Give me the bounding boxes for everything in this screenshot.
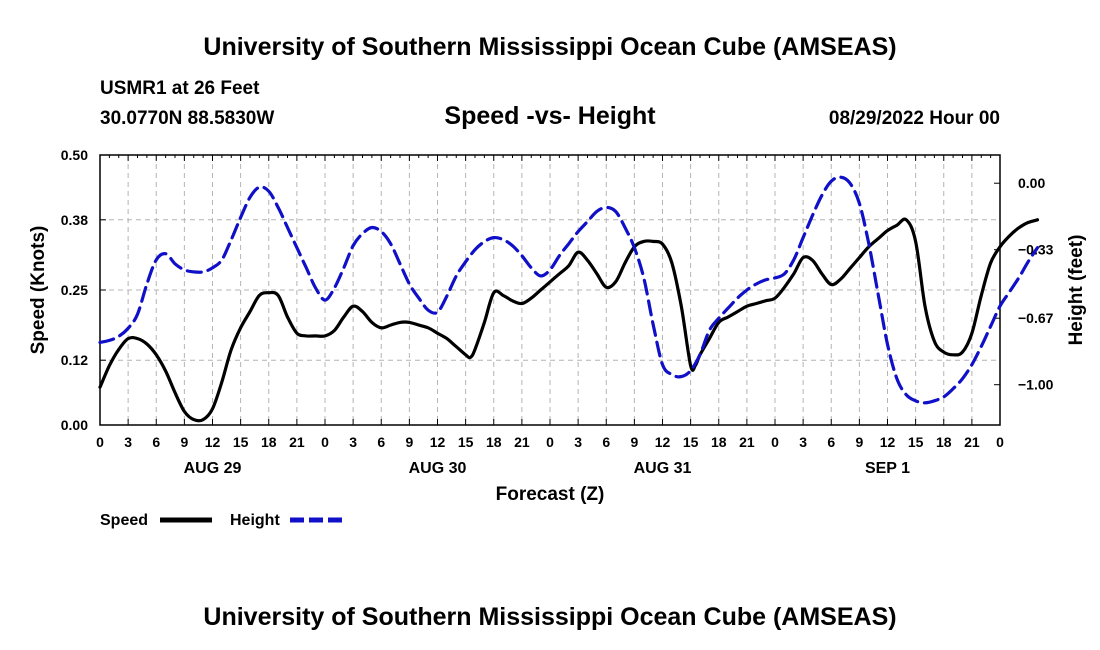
legend-height-label: Height: [230, 512, 280, 529]
x-tick-label: 18: [936, 434, 952, 450]
x-tick-label: 0: [96, 434, 104, 450]
y-axis-right: 0.00−0.33−0.67−1.00: [994, 175, 1054, 393]
x-tick-label: 3: [799, 434, 807, 450]
chart-title: Speed -vs- Height: [444, 102, 656, 130]
x-axis-label: Forecast (Z): [496, 484, 605, 505]
y-axis-right-label: Height (feet): [1066, 235, 1087, 346]
x-tick-label: 18: [261, 434, 277, 450]
x-tick-label: 21: [964, 434, 980, 450]
x-tick-label: 0: [771, 434, 779, 450]
y-left-tick-label: 0.38: [61, 212, 88, 228]
y-left-tick-label: 0.50: [61, 147, 88, 163]
x-tick-label: 21: [514, 434, 530, 450]
x-tick-label: 15: [908, 434, 924, 450]
x-tick-label: 12: [880, 434, 896, 450]
y-right-tick-label: −0.67: [1018, 310, 1054, 326]
x-tick-label: 3: [349, 434, 357, 450]
x-tick-label: 15: [683, 434, 699, 450]
x-tick-label: 9: [630, 434, 638, 450]
date-label: AUG 31: [634, 460, 692, 477]
y-left-tick-label: 0.00: [61, 417, 88, 433]
x-tick-label: 0: [546, 434, 554, 450]
y-right-tick-label: 0.00: [1018, 175, 1045, 191]
station-label: USMR1 at 26 Feet: [100, 78, 260, 99]
y-left-tick-label: 0.25: [61, 282, 88, 298]
x-tick-label: 3: [124, 434, 132, 450]
x-tick-label: 21: [739, 434, 755, 450]
x-tick-label: 18: [711, 434, 727, 450]
date-label: SEP 1: [865, 460, 910, 477]
y-right-tick-label: −1.00: [1018, 377, 1054, 393]
y-left-tick-label: 0.12: [61, 352, 88, 368]
grid: [100, 155, 1000, 425]
run-time: 08/29/2022 Hour 00: [829, 108, 1000, 129]
x-tick-label: 6: [827, 434, 835, 450]
page-title: University of Southern Mississippi Ocean…: [203, 33, 896, 61]
legend: Speed Height: [100, 512, 342, 529]
x-tick-label: 18: [486, 434, 502, 450]
x-tick-label: 0: [996, 434, 1004, 450]
x-tick-label: 9: [405, 434, 413, 450]
series-speed-line: [98, 217, 1040, 423]
legend-speed-label: Speed: [100, 512, 148, 529]
station-coords: 30.0770N 88.5830W: [100, 108, 274, 129]
x-tick-label: 9: [180, 434, 188, 450]
x-tick-label: 15: [458, 434, 474, 450]
y-axis-left-label: Speed (Knots): [28, 226, 49, 355]
x-tick-label: 9: [855, 434, 863, 450]
x-tick-label: 21: [289, 434, 305, 450]
x-tick-label: 12: [430, 434, 446, 450]
x-tick-label: 12: [655, 434, 671, 450]
x-tick-label: 3: [574, 434, 582, 450]
x-axis: 0 3 6 9 12 15 18 21 0 3 6 9 12 15 18 21 0 3 6 9 12 15 18 21 0 3 6 9…: [96, 419, 1004, 477]
series-height-line: [98, 175, 1040, 405]
series-layer: [98, 175, 1040, 423]
footer-title: University of Southern Mississippi Ocean…: [203, 603, 896, 631]
x-tick-label: 6: [152, 434, 160, 450]
top-tick-marks: [99, 155, 1001, 161]
x-tick-label: 15: [233, 434, 249, 450]
y-axis-left: 0.00 0.12 0.25 0.38 0.50: [61, 147, 106, 433]
x-tick-label: 6: [602, 434, 610, 450]
x-tick-label: 6: [377, 434, 385, 450]
date-label: AUG 29: [184, 460, 242, 477]
x-tick-label: 12: [205, 434, 221, 450]
x-tick-label: 0: [321, 434, 329, 450]
date-label: AUG 30: [409, 460, 467, 477]
